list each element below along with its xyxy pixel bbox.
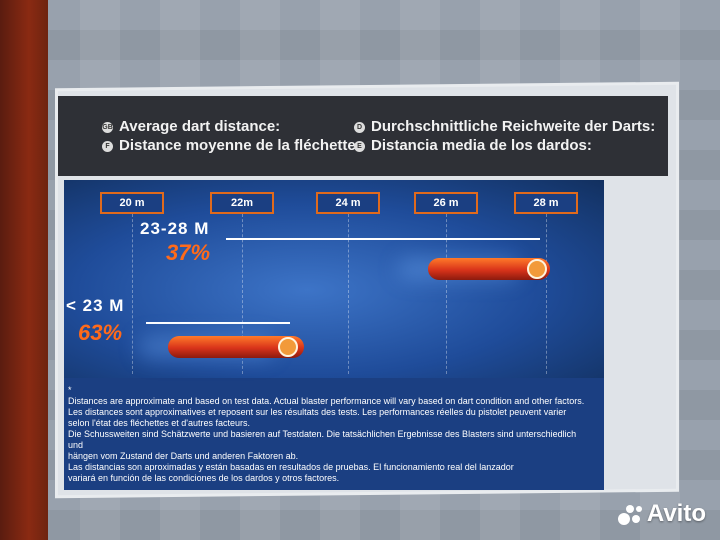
percent-23-28: 37% <box>166 240 211 265</box>
note-de: Die Schussweiten sind Schätzwerte und ba… <box>68 429 577 450</box>
dart-under-23 <box>168 336 304 358</box>
flag-icon: E <box>354 140 365 152</box>
gridline <box>242 214 243 374</box>
dart-tip-icon <box>278 337 298 357</box>
notes-background <box>64 378 604 490</box>
gridline <box>446 214 447 374</box>
flag-icon: F <box>102 140 113 152</box>
note-es: Las distancias son aproximadas y están b… <box>68 462 514 472</box>
range-label-23-28: 23-28 M <box>140 219 210 238</box>
header-es: E Distancia media de los dardos: <box>354 137 592 154</box>
header-fr: F Distance moyenne de la fléchette : <box>102 137 365 154</box>
percent-under-23: 63% <box>78 320 123 345</box>
tick-28m: 28 m <box>514 192 578 214</box>
header-de: D Durchschnittliche Reichweite der Darts: <box>354 118 655 135</box>
leader-line <box>226 238 540 240</box>
tick-24m: 24 m <box>316 192 380 214</box>
tick-26m: 26 m <box>414 192 478 214</box>
flag-icon: D <box>354 121 365 133</box>
header-band: GB Average dart distance: F Distance moyen… <box>58 96 668 176</box>
flag-icon: GB <box>102 121 113 133</box>
avito-watermark: Avito <box>617 500 706 528</box>
note-fr: Les distances sont approximatives et rep… <box>68 407 567 417</box>
disclaimer-notes: * Distances are approximate and based on… <box>68 385 588 484</box>
tick-20m: 20 m <box>100 192 164 214</box>
range-label-under-23: < 23 M <box>66 296 125 315</box>
header-en: GB Average dart distance: <box>102 118 281 135</box>
tick-22m: 22m <box>210 192 274 214</box>
gridline <box>546 214 547 374</box>
dart-tip-icon <box>527 259 547 279</box>
note-fr-cont: selon l'état des fléchettes et d'autres … <box>68 418 251 428</box>
dart-23-28 <box>428 258 550 280</box>
gridline <box>348 214 349 374</box>
leader-line <box>146 322 290 324</box>
note-es-cont: variará en función de las condiciones de… <box>68 473 340 483</box>
avito-logo-icon <box>617 504 642 525</box>
note-de-cont: hängen vom Zustand der Darts und anderen… <box>68 451 299 461</box>
note-en: Distances are approximate and based on t… <box>68 396 585 406</box>
asterisk: * <box>68 385 72 395</box>
gridline <box>132 214 133 374</box>
box-edge <box>0 0 48 540</box>
